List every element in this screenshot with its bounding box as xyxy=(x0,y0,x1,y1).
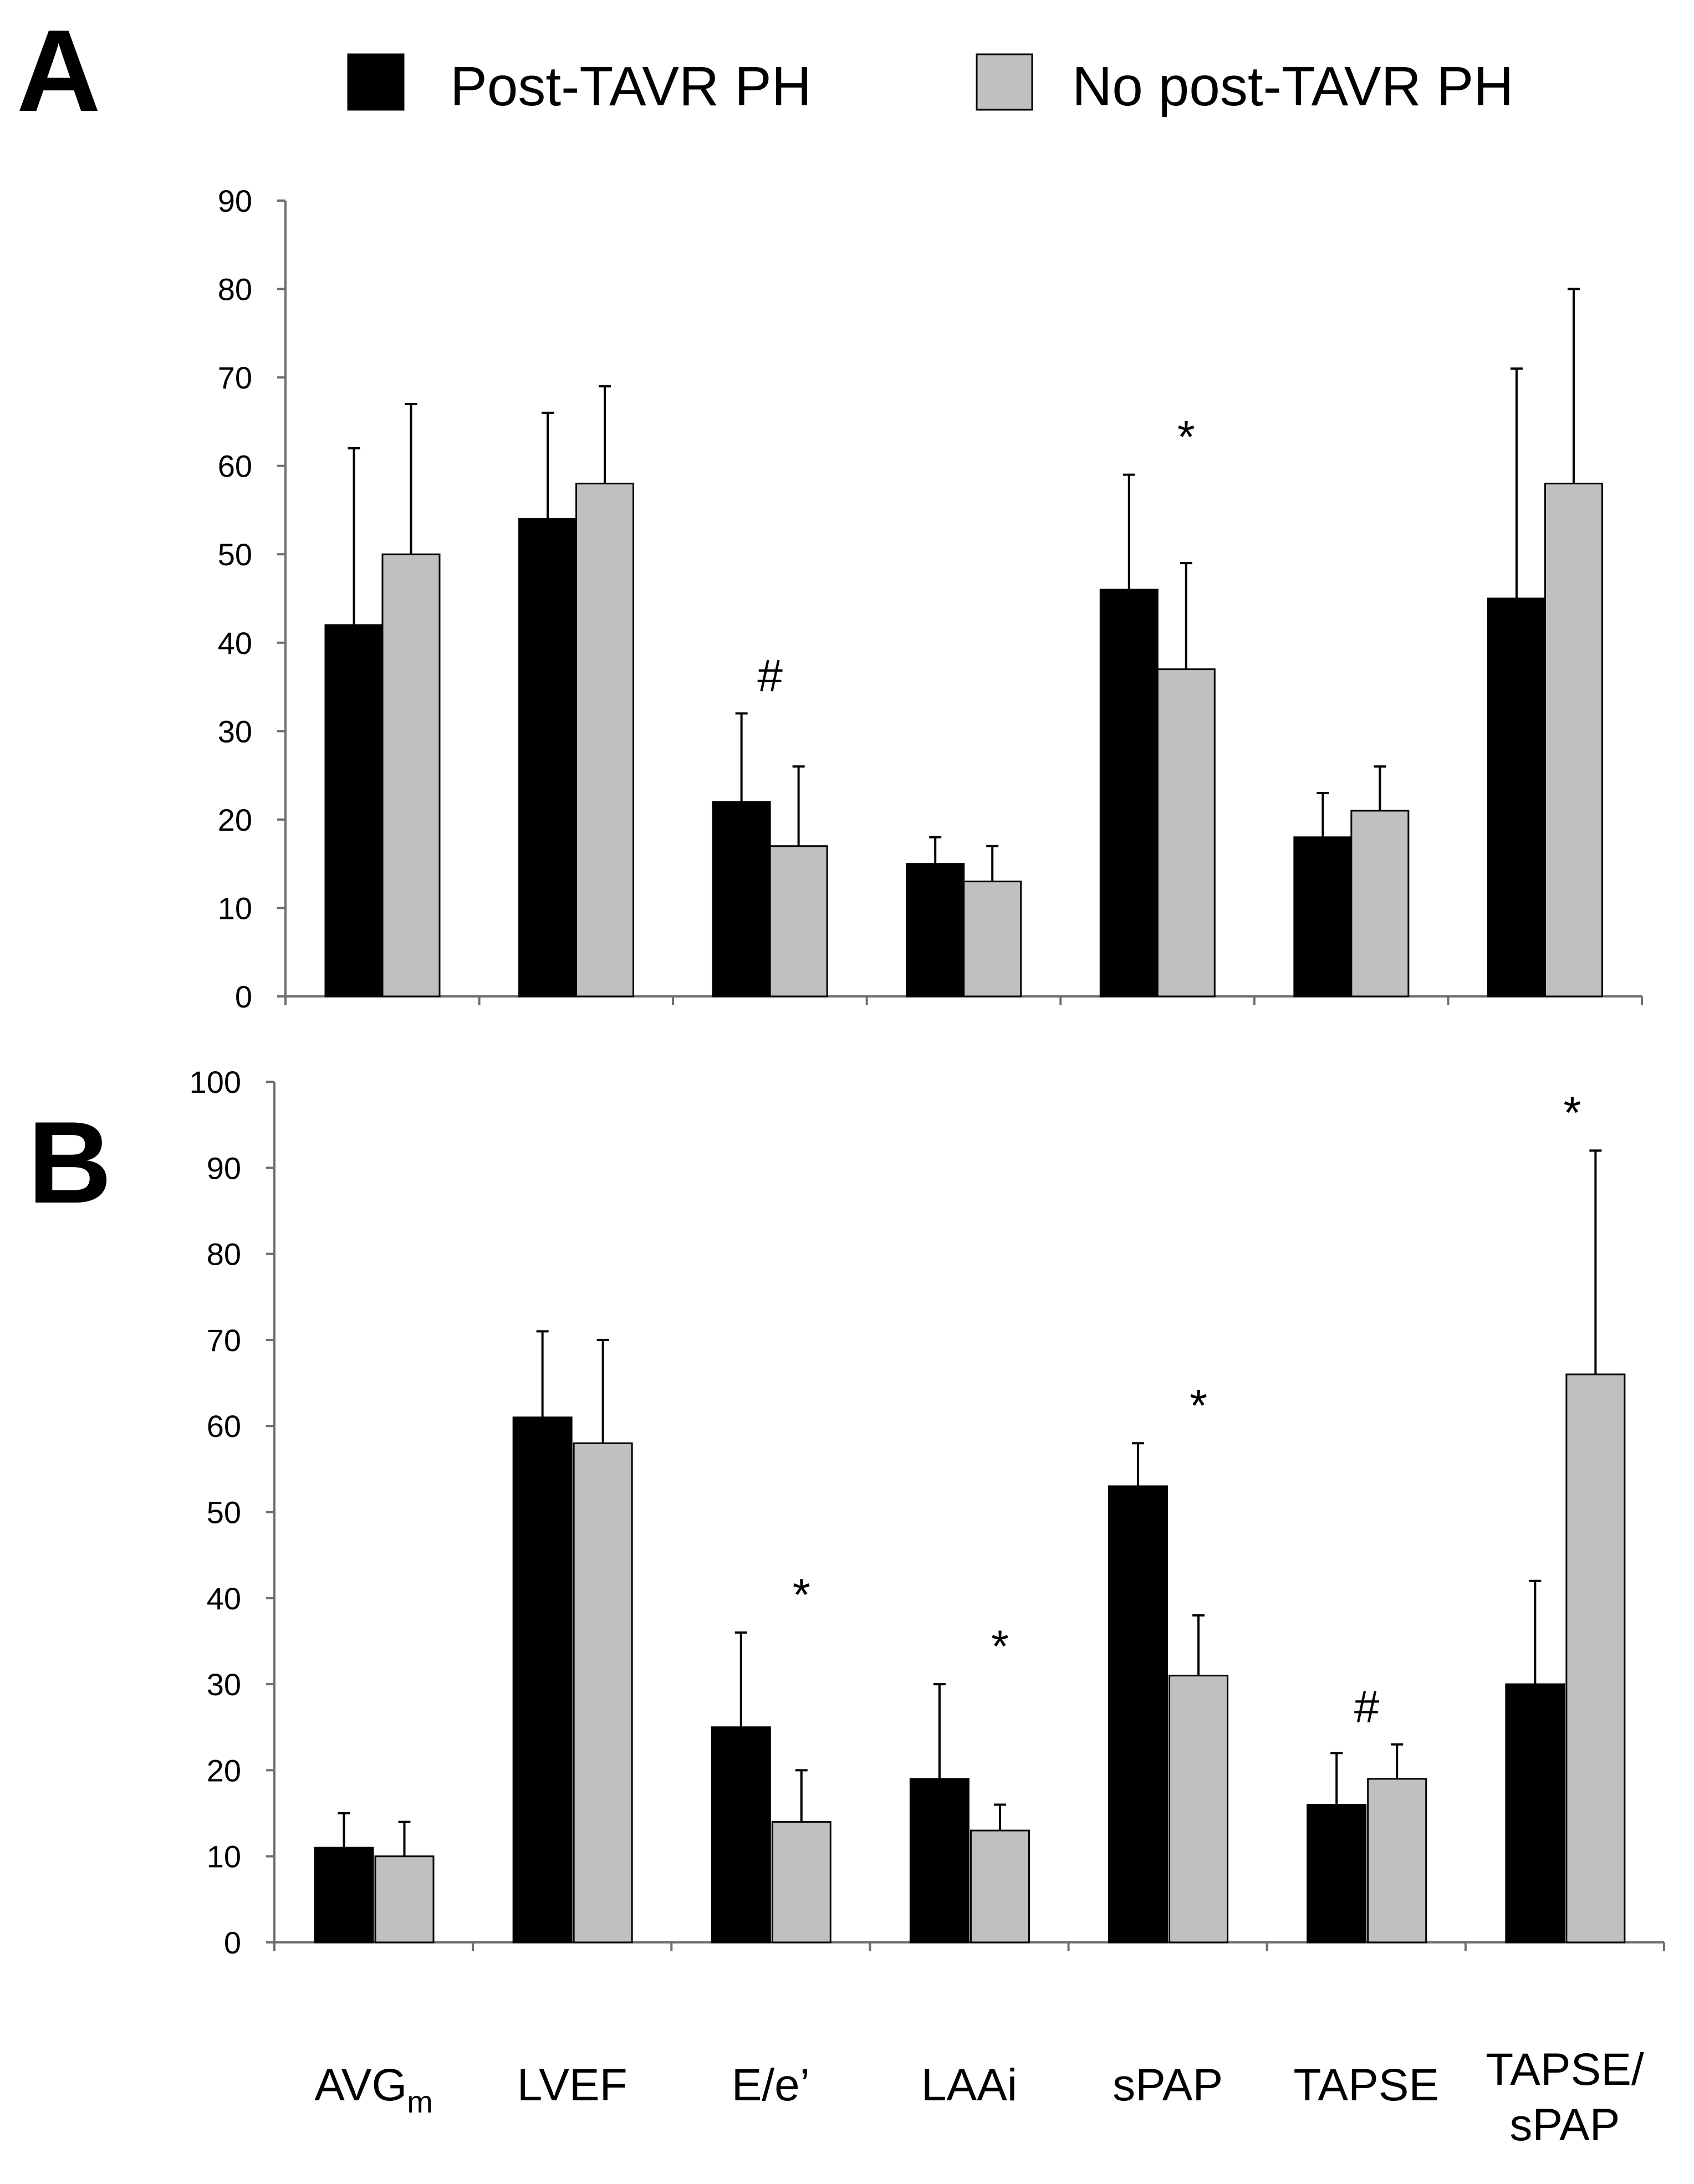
x-label-tapse: TAPSE xyxy=(1293,2060,1439,2110)
y-tick-label: 10 xyxy=(207,1839,241,1874)
bar-no-post-tavr-ph-tapse-spap xyxy=(1544,483,1603,998)
y-tick-label: 80 xyxy=(218,272,252,307)
panel-a-chart: 0 10 20 30 40 50 60 70 80 90 # * xyxy=(218,183,1643,1014)
bar-no-post-tavr-ph-avgm xyxy=(381,553,441,998)
bar-post-tavr-ph-spap xyxy=(1108,1485,1169,1943)
significance-mark-laai: * xyxy=(991,1622,1009,1672)
significance-mark-spap: * xyxy=(1177,412,1195,463)
legend-swatch-post-tavr-ph xyxy=(347,53,405,111)
bar-post-tavr-ph-avgm xyxy=(314,1847,374,1943)
bar-no-post-tavr-ph-tapse-spap xyxy=(1565,1373,1626,1943)
bar-post-tavr-ph-tapse-spap xyxy=(1487,597,1546,998)
y-tick-label: 70 xyxy=(218,360,252,395)
bar-no-post-tavr-ph-lvef xyxy=(575,483,635,998)
x-axis-category-labels: AVGm LVEF E/e’ LAAi sPAP TAPSE TAPSE/sPAP xyxy=(314,2044,1644,2150)
bar-post-tavr-ph-laai xyxy=(906,863,965,998)
y-tick-label: 20 xyxy=(207,1753,241,1788)
bar-no-post-tavr-ph-tapse xyxy=(1350,810,1410,998)
y-tick-label: 40 xyxy=(218,626,252,661)
bar-no-post-tavr-ph-spap xyxy=(1169,1675,1229,1943)
y-tick-label: 10 xyxy=(218,891,252,925)
x-label-line: TAPSE/ xyxy=(1486,2044,1644,2095)
legend-label-post-tavr-ph: Post-TAVR PH xyxy=(450,55,812,117)
bar-post-tavr-ph-e-e xyxy=(711,1726,771,1943)
y-tick-label: 70 xyxy=(207,1323,241,1358)
bar-post-tavr-ph-spap xyxy=(1099,589,1159,998)
x-label-e-e: E/e’ xyxy=(732,2060,810,2110)
bar-post-tavr-ph-laai xyxy=(909,1778,970,1943)
bar-post-tavr-ph-e-e xyxy=(712,801,771,998)
y-tick-label: 90 xyxy=(218,183,252,218)
bar-post-tavr-ph-lvef xyxy=(512,1416,573,1943)
y-tick-label: 30 xyxy=(218,714,252,749)
panel-b-chart: 0 10 20 30 40 50 60 70 80 90 100 * * * # * xyxy=(190,1065,1665,1960)
bar-no-post-tavr-ph-laai xyxy=(963,881,1022,998)
panel-label-b: B xyxy=(28,1097,112,1227)
significance-mark-e-e: * xyxy=(793,1570,810,1620)
panel-label-a: A xyxy=(17,6,101,136)
bar-post-tavr-ph-tapse-spap xyxy=(1505,1683,1565,1943)
bar-no-post-tavr-ph-avgm xyxy=(374,1855,435,1943)
legend-swatch-no-post-tavr-ph xyxy=(976,53,1033,111)
significance-mark-spap: * xyxy=(1190,1380,1207,1431)
y-tick-label: 80 xyxy=(207,1237,241,1272)
x-label-lvef: LVEF xyxy=(517,2060,627,2110)
y-tick-label: 60 xyxy=(218,449,252,484)
y-tick-label: 60 xyxy=(207,1409,241,1444)
y-tick-label: 30 xyxy=(207,1667,241,1702)
bar-no-post-tavr-ph-spap xyxy=(1156,668,1216,998)
significance-mark-tapse: # xyxy=(1354,1682,1380,1732)
x-label-laai: LAAi xyxy=(921,2060,1017,2110)
x-label-avg: AVGm xyxy=(314,2060,433,2119)
bar-post-tavr-ph-tapse xyxy=(1293,836,1353,998)
bar-no-post-tavr-ph-e-e xyxy=(769,845,828,998)
y-tick-label: 100 xyxy=(190,1065,241,1099)
legend: Post-TAVR PH No post-TAVR PH xyxy=(347,53,1513,117)
significance-mark-tapse-spap: * xyxy=(1563,1088,1581,1138)
bar-no-post-tavr-ph-laai xyxy=(970,1829,1030,1943)
x-label-line: sPAP xyxy=(1509,2100,1620,2150)
significance-mark-e-e: # xyxy=(757,651,783,701)
y-tick-label: 0 xyxy=(224,1925,241,1960)
bar-no-post-tavr-ph-e-e xyxy=(771,1821,831,1943)
bar-post-tavr-ph-tapse xyxy=(1307,1804,1367,1943)
bar-no-post-tavr-ph-lvef xyxy=(573,1442,633,1943)
bar-post-tavr-ph-avgm xyxy=(324,624,384,998)
bar-no-post-tavr-ph-tapse xyxy=(1367,1778,1427,1943)
x-label-spap: sPAP xyxy=(1113,2060,1223,2110)
y-tick-label: 50 xyxy=(207,1495,241,1530)
y-tick-label: 0 xyxy=(235,979,252,1014)
y-tick-label: 90 xyxy=(207,1150,241,1185)
y-tick-label: 20 xyxy=(218,802,252,837)
y-tick-label: 40 xyxy=(207,1581,241,1616)
legend-label-no-post-tavr-ph: No post-TAVR PH xyxy=(1072,55,1513,117)
bar-post-tavr-ph-lvef xyxy=(518,518,578,998)
y-tick-label: 50 xyxy=(218,537,252,572)
